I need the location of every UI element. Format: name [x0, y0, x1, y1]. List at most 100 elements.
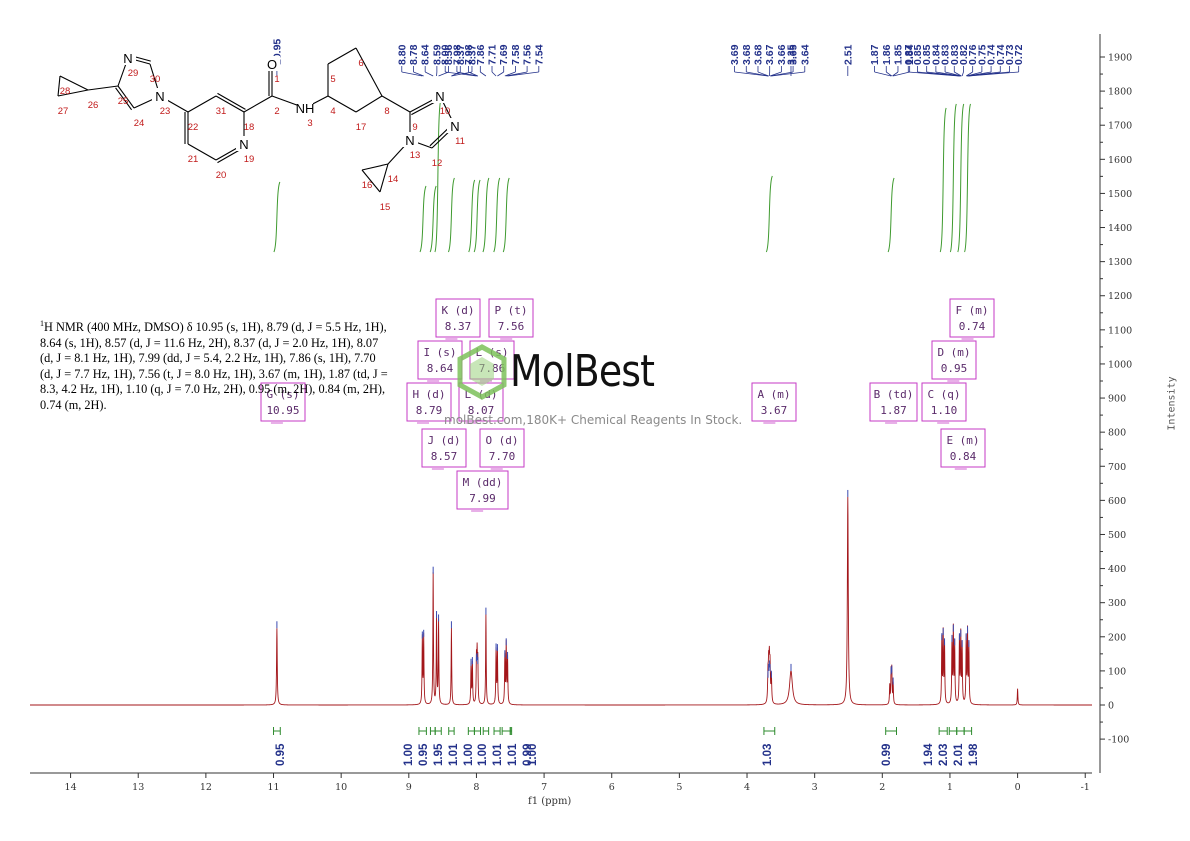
molecule-bond — [87, 85, 119, 91]
atom-background — [152, 88, 168, 103]
peak-label: 8.37 — [455, 44, 467, 65]
multiplet-shift: 0.74 — [959, 320, 986, 333]
y-tick-label: 500 — [1108, 530, 1126, 541]
peak-label: 3.64 — [799, 44, 811, 65]
y-tick-label: 1300 — [1108, 257, 1132, 268]
multiplet-type: G (s) — [266, 388, 299, 401]
y-tick-label: 600 — [1108, 496, 1126, 507]
atom-number: 23 — [160, 106, 171, 117]
peak-label: 3.66 — [776, 44, 788, 65]
atom-symbol: NH — [296, 101, 315, 116]
molecule-bond — [117, 85, 135, 109]
atom-background — [297, 100, 313, 115]
peak-leader — [769, 71, 782, 77]
atom-number: 12 — [432, 158, 443, 169]
y-tick-label: 1800 — [1108, 87, 1132, 98]
atom-number: 16 — [362, 180, 373, 191]
peak-label: 3.67 — [764, 44, 776, 65]
peak-label: 0.75 — [976, 44, 988, 65]
peak-label: 7.71 — [487, 44, 499, 65]
multiplet-type: A (m) — [757, 388, 790, 401]
atom-symbol: N — [435, 89, 444, 104]
peak-leader — [491, 71, 497, 77]
peak-label: 3.65 — [788, 44, 800, 65]
atom-number: 26 — [88, 100, 99, 111]
atom-number: 25 — [118, 96, 129, 107]
molecule-bond — [327, 47, 357, 65]
atom-number: 20 — [216, 170, 227, 181]
y-tick-label: 0 — [1108, 701, 1114, 712]
atom-background — [236, 136, 252, 151]
molecule-bond — [361, 169, 381, 193]
atom-number: 3 — [307, 118, 312, 129]
atom-number: 17 — [356, 122, 367, 133]
atom-number: 31 — [216, 106, 227, 117]
y-tick-label: 1700 — [1108, 121, 1132, 132]
watermark-brand: MolBest — [510, 346, 655, 397]
x-tick-label: 7 — [541, 782, 547, 793]
peak-label: 2.51 — [842, 44, 854, 65]
molecule-bond — [59, 75, 89, 91]
multiplet-shift: 8.64 — [427, 362, 454, 375]
peak-leader — [445, 71, 477, 77]
peak-label: 3.68 — [752, 44, 764, 65]
atom-background — [402, 132, 418, 147]
atom-number: 19 — [244, 154, 255, 165]
atom-symbol: O — [267, 57, 277, 72]
atom-number: 5 — [330, 74, 335, 85]
y-tick-label: 800 — [1108, 428, 1126, 439]
multiplet-box — [421, 428, 467, 468]
peak-leader — [757, 71, 769, 77]
peak-label: 0.76 — [967, 44, 979, 65]
peak-leader — [886, 71, 893, 77]
integral-curve — [273, 181, 281, 253]
peak-label: 1.85 — [892, 44, 904, 65]
x-tick-label: 6 — [609, 782, 615, 793]
peak-label: 8.00 — [440, 44, 452, 65]
integral-curve — [957, 103, 965, 253]
x-tick-label: 10 — [335, 782, 347, 793]
y-tick-label: 1100 — [1108, 325, 1132, 336]
multiplet-shift: 0.84 — [950, 450, 977, 463]
peak-label: 7.69 — [498, 44, 510, 65]
peak-label: 7.86 — [475, 44, 487, 65]
molecule-bond — [217, 92, 246, 110]
y-tick-label: 200 — [1108, 632, 1126, 643]
peak-label: 8.56 — [443, 44, 455, 65]
integral-value: 0.95 — [275, 743, 287, 766]
atom-background — [432, 88, 448, 103]
y-axis-label: Intensity — [1166, 376, 1178, 431]
integral-value: 1.00 — [403, 744, 415, 766]
multiplet-type: J (d) — [427, 434, 460, 447]
y-tick-label: 1400 — [1108, 223, 1132, 234]
peak-leader — [771, 71, 805, 77]
molecule-bond — [115, 87, 133, 111]
molecule-bond — [187, 143, 217, 161]
multiplet-box — [949, 298, 995, 338]
integral-value: 2.01 — [953, 743, 965, 766]
peak-leader — [480, 71, 487, 77]
peak-label: 8.64 — [420, 44, 432, 65]
peak-leader — [892, 71, 899, 77]
peak-leader — [893, 71, 910, 77]
multiplet-box — [921, 382, 967, 422]
x-tick-label: 5 — [676, 782, 682, 793]
multiplet-shift: 3.67 — [761, 404, 788, 417]
peak-label: 1.86 — [881, 44, 893, 65]
multiplet-shift: 10.95 — [266, 404, 299, 417]
integral-value: 1.01 — [507, 743, 519, 766]
atom-number: 4 — [330, 106, 335, 117]
molecule-bond — [381, 95, 411, 113]
atom-number: 27 — [58, 106, 69, 117]
y-tick-label: 900 — [1108, 394, 1126, 405]
atom-number: 22 — [188, 122, 199, 133]
integral-value: 1.00 — [527, 744, 539, 766]
y-tick-label: 1900 — [1108, 53, 1132, 64]
peak-leader — [504, 71, 516, 77]
integral-curve — [482, 177, 490, 253]
multiplet-box — [260, 382, 306, 422]
peak-leader — [968, 71, 1019, 77]
molecule-bond — [57, 89, 89, 97]
peak-leader — [401, 71, 423, 77]
x-tick-label: 9 — [406, 782, 412, 793]
